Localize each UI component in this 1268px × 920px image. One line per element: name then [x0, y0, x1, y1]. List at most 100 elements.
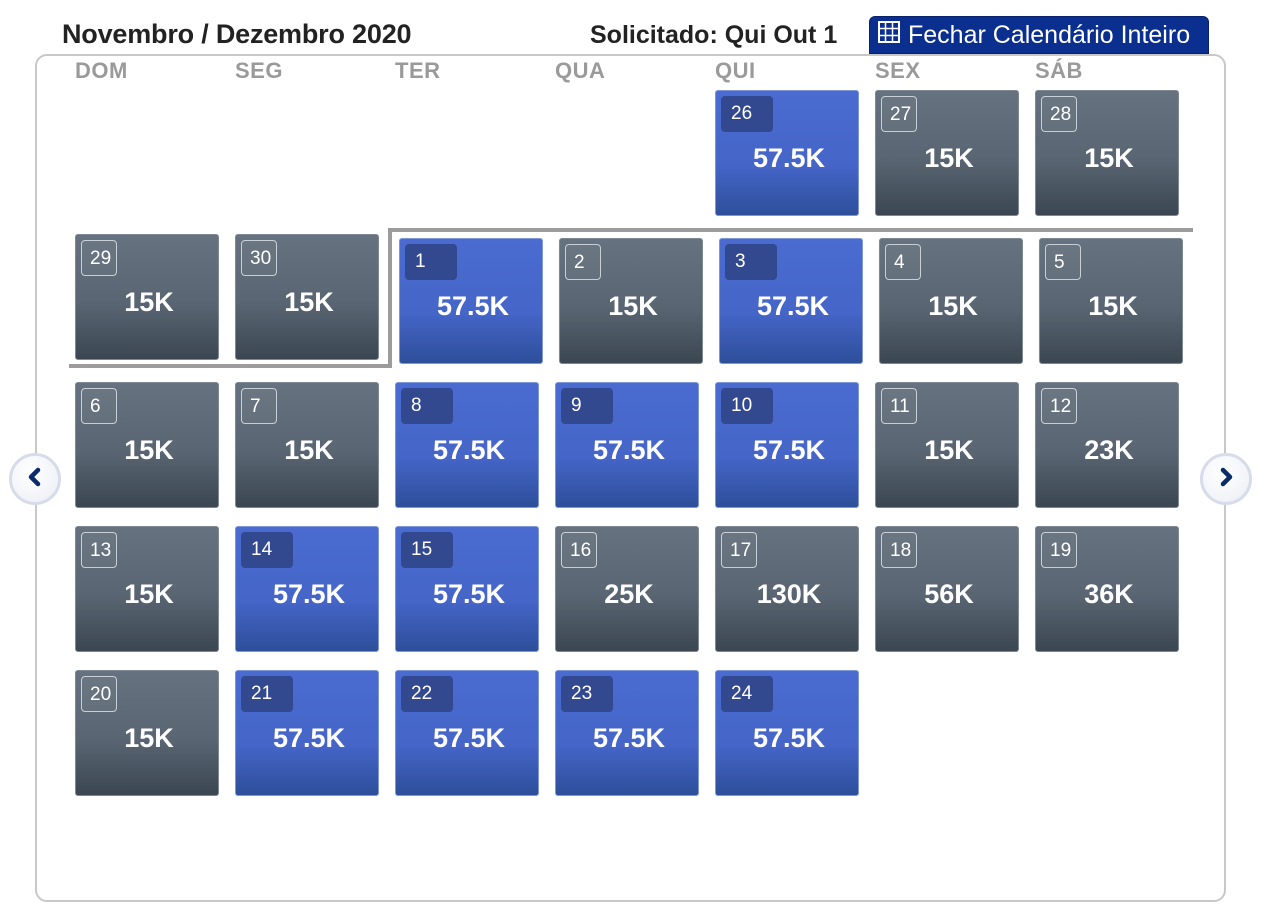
calendar-day-cell[interactable]: 20 15K	[75, 670, 219, 796]
calendar-day-cell[interactable]: 30 15K	[235, 234, 379, 360]
calendar-day-cell[interactable]: 21 57.5K	[235, 670, 379, 796]
calendar-day-cell[interactable]: 11 15K	[875, 382, 1019, 508]
day-number: 18	[881, 532, 917, 568]
calendar-day-cell[interactable]: 19 36K	[1035, 526, 1179, 652]
miles-price: 36K	[1084, 579, 1134, 609]
miles-price: 57.5K	[752, 723, 826, 753]
miles-price: 15K	[124, 287, 174, 317]
day-number: 17	[721, 532, 757, 568]
day-number: 3	[725, 244, 777, 280]
calendar-day-cell[interactable]: 23 57.5K	[555, 670, 699, 796]
chevron-left-icon	[24, 466, 46, 493]
calendar-day-cell[interactable]: 5 15K	[1039, 238, 1183, 364]
weekday-label: SÁB	[1035, 58, 1083, 83]
calendar-day-cell[interactable]: 22 57.5K	[395, 670, 539, 796]
miles-price: 15K	[1084, 143, 1134, 173]
day-number: 10	[721, 388, 773, 424]
weekday-label: SEX	[875, 58, 921, 83]
day-number: 12	[1041, 388, 1077, 424]
day-number: 2	[565, 244, 601, 280]
calendar-day-cell[interactable]: 13 15K	[75, 526, 219, 652]
calendar-day-cell[interactable]: 14 57.5K	[235, 526, 379, 652]
close-calendar-label: Fechar Calendário Inteiro	[908, 20, 1191, 49]
day-number: 1	[405, 244, 457, 280]
day-number: 19	[1041, 532, 1077, 568]
day-number: 21	[241, 676, 293, 712]
calendar-day-cell[interactable]: 4 15K	[879, 238, 1023, 364]
close-calendar-button[interactable]: Fechar Calendário Inteiro	[869, 16, 1209, 54]
calendar-day-cell[interactable]: 2 15K	[559, 238, 703, 364]
calendar-day-cell[interactable]: 16 25K	[555, 526, 699, 652]
calendar-day-cell[interactable]: 3 57.5K	[719, 238, 863, 364]
miles-price: 15K	[928, 291, 978, 321]
miles-price: 15K	[284, 435, 334, 465]
calendar-day-cell[interactable]: 10 57.5K	[715, 382, 859, 508]
day-number: 9	[561, 388, 613, 424]
miles-price: 57.5K	[756, 291, 830, 321]
calendar-day-cell[interactable]: 29 15K	[75, 234, 219, 360]
miles-price: 57.5K	[432, 723, 506, 753]
calendar-day-cell[interactable]: 27 15K	[875, 90, 1019, 216]
day-number: 13	[81, 532, 117, 568]
miles-price: 25K	[604, 579, 654, 609]
calendar-day-cell[interactable]: 28 15K	[1035, 90, 1179, 216]
requested-week-outline	[390, 228, 1193, 232]
miles-price: 23K	[1084, 435, 1134, 465]
miles-price: 57.5K	[436, 291, 510, 321]
weekday-label: QUA	[555, 58, 606, 83]
miles-price: 57.5K	[272, 723, 346, 753]
day-number: 5	[1045, 244, 1081, 280]
calendar-day-cell[interactable]: 9 57.5K	[555, 382, 699, 508]
day-number: 26	[721, 96, 773, 132]
day-number: 16	[561, 532, 597, 568]
calendar-day-cell[interactable]: 12 23K	[1035, 382, 1179, 508]
day-number: 15	[401, 532, 453, 568]
miles-price: 15K	[924, 143, 974, 173]
requested-week-outline	[388, 228, 392, 368]
miles-price: 56K	[924, 579, 974, 609]
miles-price: 15K	[284, 287, 334, 317]
weekday-label: TER	[395, 58, 441, 83]
calendar-day-cell[interactable]: 8 57.5K	[395, 382, 539, 508]
day-number: 6	[81, 388, 117, 424]
calendar-day-cell[interactable]: 26 57.5K	[715, 90, 859, 216]
previous-month-button[interactable]	[9, 453, 61, 505]
miles-price: 57.5K	[752, 143, 826, 173]
miles-price: 15K	[124, 723, 174, 753]
day-number: 20	[81, 676, 117, 712]
calendar-grid-icon	[878, 20, 900, 50]
miles-price: 15K	[124, 579, 174, 609]
calendar-day-cell[interactable]: 7 15K	[235, 382, 379, 508]
miles-price: 57.5K	[272, 579, 346, 609]
calendar-day-cell[interactable]: 24 57.5K	[715, 670, 859, 796]
miles-price: 57.5K	[432, 579, 506, 609]
next-month-button[interactable]	[1200, 453, 1252, 505]
weekday-label: QUI	[715, 58, 756, 83]
weekday-label: SEG	[235, 58, 283, 83]
calendar-day-cell[interactable]: 1 57.5K	[399, 238, 543, 364]
weekday-label: DOM	[75, 58, 128, 83]
day-number: 7	[241, 388, 277, 424]
miles-price: 130K	[756, 579, 822, 609]
day-number: 11	[881, 388, 917, 424]
requested-date: Solicitado: Qui Out 1	[590, 21, 838, 49]
day-number: 28	[1041, 96, 1077, 132]
miles-price: 57.5K	[592, 723, 666, 753]
miles-price: 57.5K	[432, 435, 506, 465]
calendar-day-cell[interactable]: 18 56K	[875, 526, 1019, 652]
miles-price: 15K	[924, 435, 974, 465]
day-number: 23	[561, 676, 613, 712]
miles-price: 15K	[1088, 291, 1138, 321]
requested-week-outline	[69, 364, 392, 368]
miles-price: 15K	[608, 291, 658, 321]
day-number: 27	[881, 96, 917, 132]
day-number: 8	[401, 388, 453, 424]
day-number: 24	[721, 676, 773, 712]
calendar-day-cell[interactable]: 15 57.5K	[395, 526, 539, 652]
day-number: 22	[401, 676, 453, 712]
calendar-day-cell[interactable]: 6 15K	[75, 382, 219, 508]
chevron-right-icon	[1215, 466, 1237, 493]
day-number: 30	[241, 240, 277, 276]
calendar-day-cell[interactable]: 17 130K	[715, 526, 859, 652]
day-number: 14	[241, 532, 293, 568]
